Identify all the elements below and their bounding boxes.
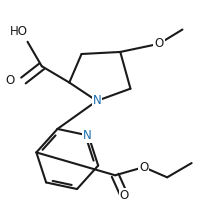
Text: N: N (83, 129, 92, 142)
Text: O: O (139, 161, 148, 174)
Text: O: O (120, 189, 129, 202)
Text: HO: HO (10, 25, 28, 38)
Text: N: N (92, 94, 101, 107)
Text: O: O (154, 37, 164, 50)
Text: O: O (5, 74, 14, 87)
